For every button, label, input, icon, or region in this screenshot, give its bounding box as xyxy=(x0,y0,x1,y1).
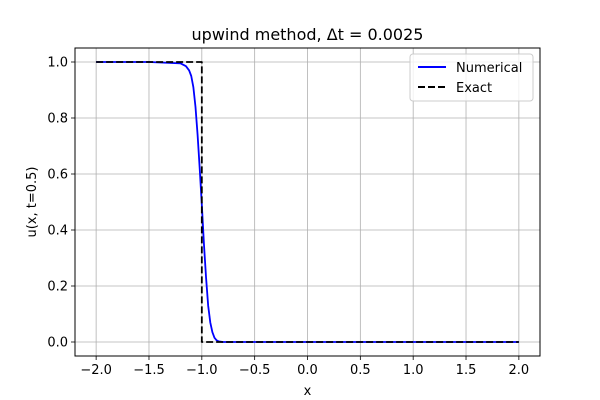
x-tick-label: 1.5 xyxy=(456,363,477,378)
legend-label-exact: Exact xyxy=(456,81,492,96)
x-tick-label: −1.5 xyxy=(133,363,165,378)
y-tick-label: 0.8 xyxy=(47,112,68,127)
legend-frame xyxy=(409,53,534,102)
legend: Numerical Exact xyxy=(409,53,534,102)
y-tick-label: 1.0 xyxy=(47,56,68,71)
x-tick-label: 1.0 xyxy=(403,363,424,378)
x-tick-label: 0.0 xyxy=(297,363,318,378)
y-axis-label: u(x, t=0.5) xyxy=(25,166,40,237)
chart-title: upwind method, Δt = 0.0025 xyxy=(192,25,424,44)
y-tick-label: 0.2 xyxy=(47,280,68,295)
y-tick-label: 0.4 xyxy=(47,224,68,239)
legend-label-numerical: Numerical xyxy=(456,61,522,76)
series-line-exact xyxy=(96,61,519,343)
x-tick-label: −1.0 xyxy=(186,363,218,378)
y-tick-label: 0.0 xyxy=(47,336,68,351)
x-tick-label: 2.0 xyxy=(509,363,530,378)
x-tick-label: −0.5 xyxy=(239,363,271,378)
x-tick-label: 0.5 xyxy=(350,363,371,378)
x-axis-label: x xyxy=(304,384,312,399)
y-tick-label: 0.6 xyxy=(47,168,68,183)
x-tick-label: −2.0 xyxy=(80,363,112,378)
ticks: −2.0 −1.5 −1.0 −0.5 0.0 0.5 1.0 1.5 2.0 0.0 0.2 0.4… xyxy=(47,56,529,379)
series-layer xyxy=(96,61,519,343)
